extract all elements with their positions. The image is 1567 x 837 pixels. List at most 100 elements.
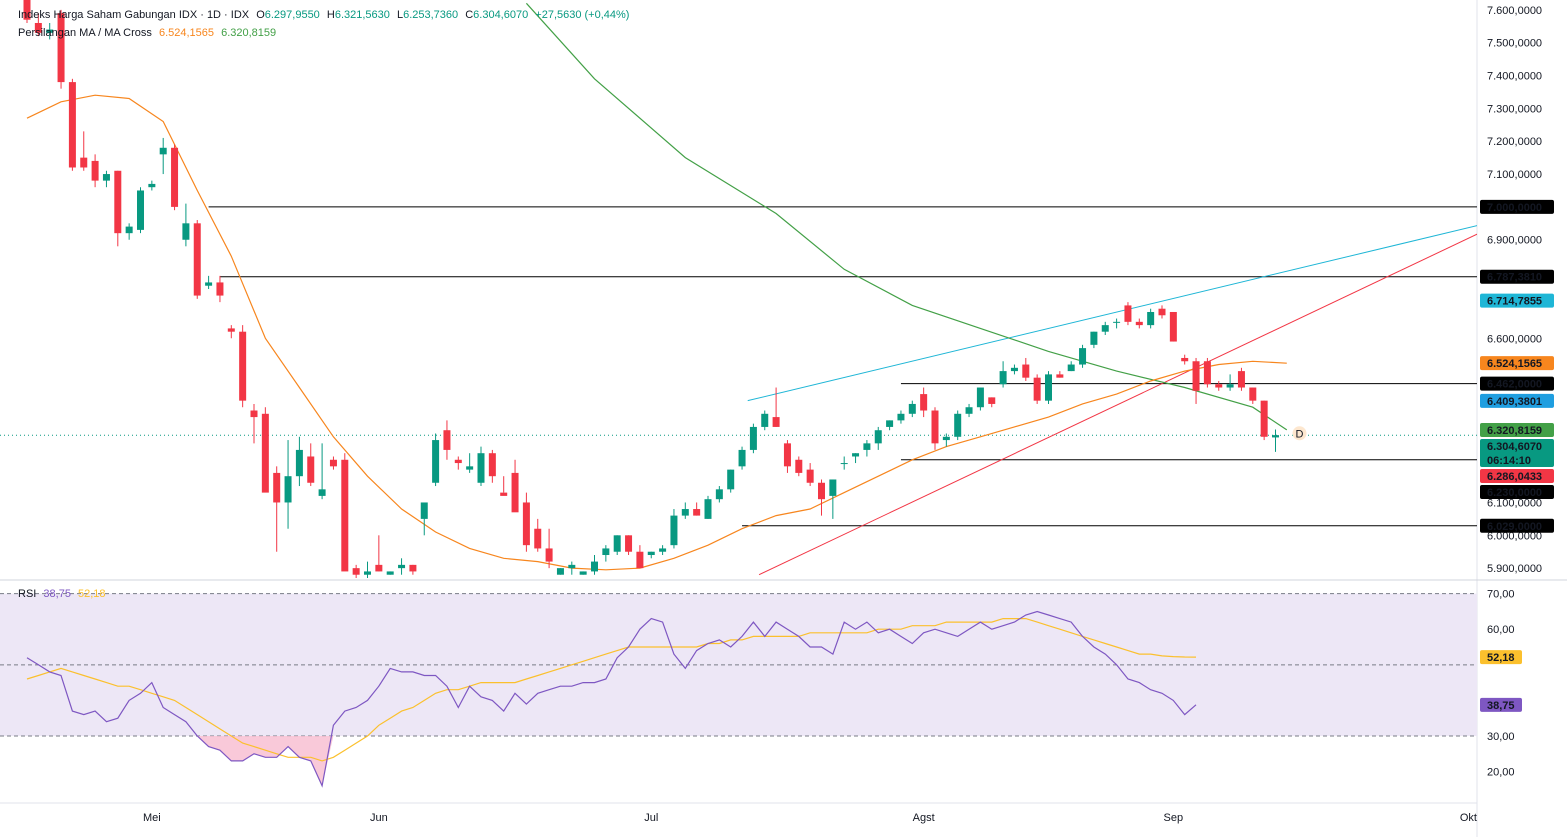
candle-body[interactable] <box>114 170 122 234</box>
candle-body[interactable] <box>874 430 882 444</box>
candle-body[interactable] <box>125 226 133 234</box>
candle-body[interactable] <box>1158 308 1166 316</box>
candle-body[interactable] <box>284 476 292 503</box>
price-tag[interactable]: 6.462,0000 <box>1480 376 1554 391</box>
candle-body[interactable] <box>920 394 928 411</box>
candle-body[interactable] <box>1215 384 1223 388</box>
candle-body[interactable] <box>954 413 962 437</box>
candle-body[interactable] <box>749 426 757 450</box>
candle-body[interactable] <box>625 535 633 552</box>
candle-body[interactable] <box>318 489 326 496</box>
candle-body[interactable] <box>205 282 213 286</box>
candle-body[interactable] <box>329 459 337 467</box>
candle-body[interactable] <box>568 564 576 569</box>
candle-body[interactable] <box>602 548 610 556</box>
candle-body[interactable] <box>976 387 984 408</box>
ma-fast-line[interactable] <box>26 94 1287 571</box>
dividend-flag[interactable]: D <box>1292 426 1307 441</box>
candle-body[interactable] <box>398 564 406 569</box>
candle-body[interactable] <box>261 413 269 493</box>
price-tag[interactable]: 6.304,6070 06:14:10 <box>1480 438 1554 467</box>
candle-body[interactable] <box>1101 325 1109 332</box>
candle-body[interactable] <box>432 440 440 483</box>
candle-body[interactable] <box>1124 305 1132 322</box>
price-tag[interactable]: 6.286,0433 <box>1480 468 1554 483</box>
rsi-ma-line[interactable] <box>26 618 1197 762</box>
candle-body[interactable] <box>34 22 42 33</box>
candle-body[interactable] <box>818 482 825 500</box>
candle-body[interactable] <box>727 469 735 490</box>
candle-body[interactable] <box>613 535 621 552</box>
candle-body[interactable] <box>375 564 383 572</box>
candle-body[interactable] <box>102 174 110 181</box>
price-tag[interactable]: 6.524,1565 <box>1480 356 1554 371</box>
candle-body[interactable] <box>443 430 451 450</box>
candle-body[interactable] <box>579 571 587 575</box>
candle-body[interactable] <box>295 449 303 477</box>
candle-body[interactable] <box>681 509 689 516</box>
candle-body[interactable] <box>148 183 156 188</box>
rsi-tag[interactable]: 38,75 <box>1480 697 1522 712</box>
candle-body[interactable] <box>670 515 678 546</box>
candle-body[interactable] <box>908 403 916 414</box>
candle-body[interactable] <box>556 568 564 575</box>
rsi-legend[interactable]: RSI 38,75 52,18 <box>18 588 110 600</box>
candle-body[interactable] <box>829 479 837 496</box>
candle-body[interactable] <box>761 413 769 427</box>
candle-body[interactable] <box>783 443 791 467</box>
ma-cross-legend[interactable]: Persilangan MA / MA Cross 6.524,1565 6.3… <box>18 27 280 39</box>
candle-body[interactable] <box>738 449 746 467</box>
candle-body[interactable] <box>91 160 99 181</box>
candle-body[interactable] <box>534 528 542 549</box>
candle-body[interactable] <box>227 328 235 332</box>
candle-body[interactable] <box>341 459 349 572</box>
candle-body[interactable] <box>193 223 201 296</box>
candle-body[interactable] <box>1079 348 1087 365</box>
price-tag[interactable]: 6.320,8159 <box>1480 422 1554 437</box>
candle-body[interactable] <box>23 0 31 20</box>
candle-body[interactable] <box>1033 377 1041 401</box>
candle-body[interactable] <box>886 420 894 427</box>
candle-body[interactable] <box>159 147 167 155</box>
candle-body[interactable] <box>693 509 701 516</box>
candle-body[interactable] <box>420 502 428 519</box>
candle-body[interactable] <box>1147 311 1155 326</box>
candle-body[interactable] <box>1272 435 1279 438</box>
candle-body[interactable] <box>352 568 360 575</box>
candle-body[interactable] <box>1056 374 1064 378</box>
candle-body[interactable] <box>999 371 1007 385</box>
candle-body[interactable] <box>80 157 88 168</box>
main-pane[interactable] <box>0 0 1514 585</box>
candle-body[interactable] <box>307 456 315 483</box>
price-tag[interactable]: 6.714,7855 <box>1480 293 1554 308</box>
candle-body[interactable] <box>591 561 598 572</box>
price-tag[interactable]: 6.787,3810 <box>1480 269 1554 284</box>
candle-body[interactable] <box>409 564 417 572</box>
price-tag[interactable]: 6.230,0000 <box>1480 484 1554 499</box>
candle-body[interactable] <box>931 410 939 444</box>
candle-body[interactable] <box>46 29 54 33</box>
candle-body[interactable] <box>57 13 65 83</box>
price-tag[interactable]: 6.029,0000 <box>1480 518 1554 533</box>
candle-body[interactable] <box>239 331 247 401</box>
rsi-pane[interactable] <box>0 593 1477 788</box>
price-tag[interactable]: 7.000,0000 <box>1480 199 1554 214</box>
candle-body[interactable] <box>863 443 871 450</box>
candle-body[interactable] <box>1226 384 1234 388</box>
candle-body[interactable] <box>171 147 179 207</box>
candle-body[interactable] <box>795 459 803 473</box>
candle-body[interactable] <box>965 407 973 414</box>
candle-body[interactable] <box>1260 400 1268 437</box>
candle-body[interactable] <box>273 472 281 503</box>
candle-body[interactable] <box>636 551 644 569</box>
candle-body[interactable] <box>386 571 394 575</box>
candle-body[interactable] <box>477 453 485 483</box>
red-trendline[interactable] <box>758 217 1514 576</box>
candle-body[interactable] <box>659 548 667 552</box>
candle-body[interactable] <box>897 413 905 421</box>
candle-body[interactable] <box>1135 321 1143 326</box>
candle-body[interactable] <box>488 453 496 477</box>
candle-body[interactable] <box>1203 361 1211 385</box>
candle-body[interactable] <box>364 571 371 575</box>
